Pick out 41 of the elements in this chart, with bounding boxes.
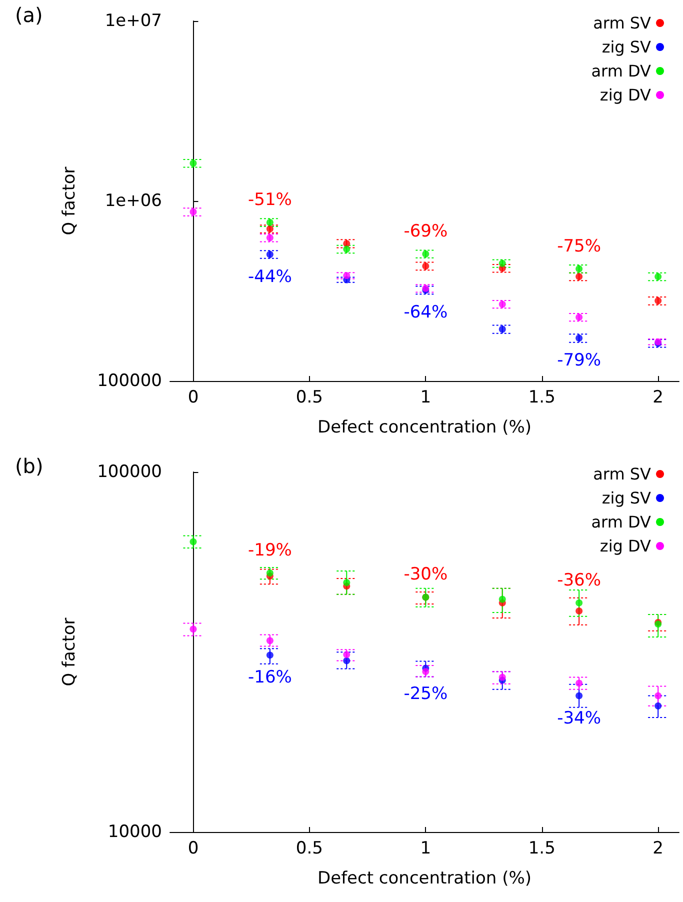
annotation: -30%	[404, 564, 448, 585]
x-tick-label: 2	[652, 388, 664, 408]
chart-title: (a)	[15, 3, 43, 27]
legend-label: zig DV	[600, 536, 652, 556]
x-tick-label: 0.5	[296, 838, 323, 858]
y-tick-label: 100000	[97, 371, 162, 391]
annotation: -64%	[404, 302, 448, 323]
legend-label: arm SV	[593, 464, 652, 484]
annotation: -69%	[404, 221, 448, 242]
legend-label: zig SV	[602, 38, 652, 56]
y-tick-label: 1e+07	[104, 11, 162, 31]
x-tick-label: 1	[420, 838, 432, 858]
annotation: -44%	[248, 266, 292, 287]
y-axis-title: Q factor	[60, 618, 80, 686]
x-tick-label: 2	[652, 838, 664, 858]
x-tick-label: 0	[188, 388, 199, 408]
annotation: -75%	[557, 236, 602, 256]
x-axis-title: Defect concentration (%)	[318, 868, 532, 888]
annotation: -25%	[404, 684, 448, 704]
annotation: -51%	[248, 190, 292, 210]
x-axis-title: Defect concentration (%)	[318, 418, 532, 438]
legend-label: zig SV	[602, 488, 652, 508]
x-tick-label: 0.5	[296, 388, 323, 408]
legend-label: zig DV	[600, 86, 652, 104]
y-tick-label: 100000	[97, 462, 162, 482]
legend-label: arm SV	[593, 14, 652, 32]
annotation: -36%	[557, 570, 602, 590]
y-tick-label: 10000	[108, 822, 162, 842]
legend-label: arm DV	[591, 62, 652, 80]
annotation: -19%	[248, 540, 292, 561]
x-tick-label: 0	[188, 838, 199, 858]
x-tick-label: 1.5	[528, 838, 556, 858]
annotation: -16%	[248, 668, 292, 688]
x-tick-label: 1	[420, 388, 432, 408]
x-tick-label: 1.5	[528, 388, 556, 408]
chart-title: (b)	[15, 454, 44, 478]
annotation: -79%	[557, 350, 602, 371]
y-axis-title: Q factor	[60, 166, 80, 236]
legend-label: arm DV	[591, 512, 652, 532]
y-tick-label: 1e+06	[104, 191, 162, 211]
annotation: -34%	[557, 708, 602, 728]
